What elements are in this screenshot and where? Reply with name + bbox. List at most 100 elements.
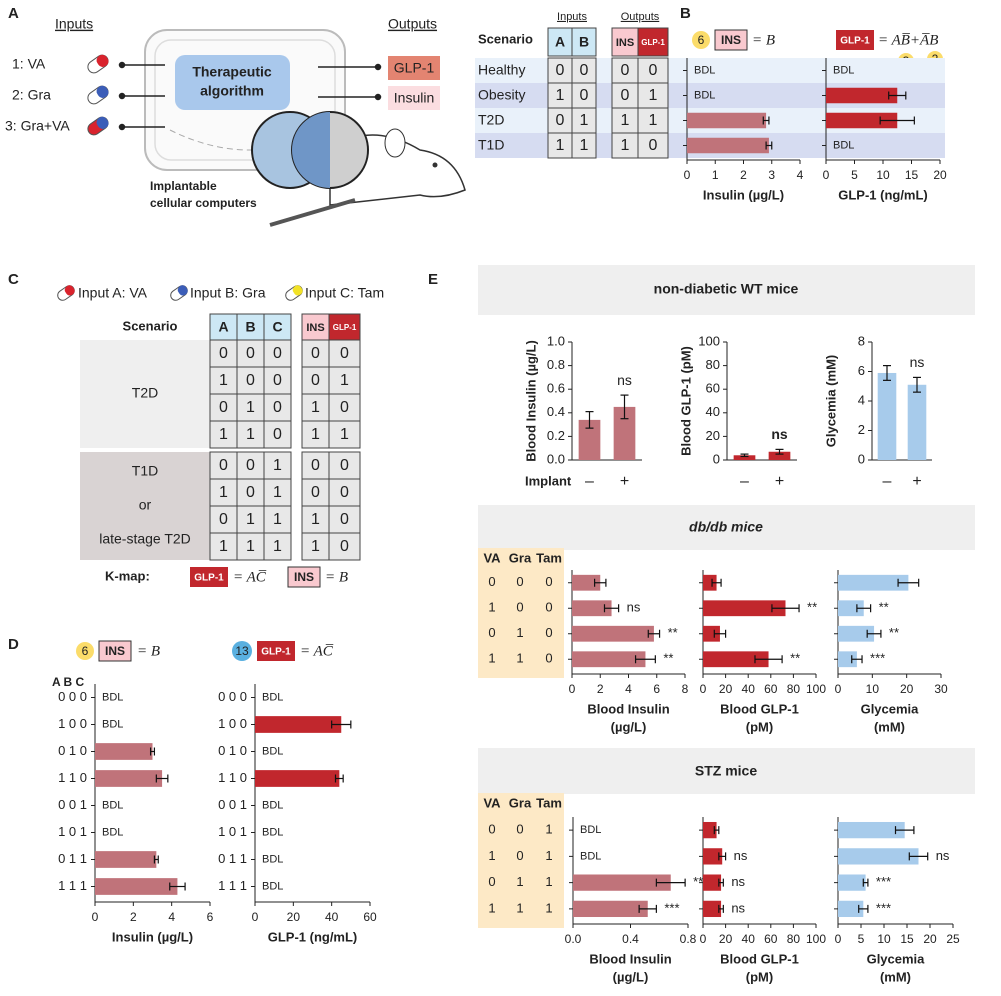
x-tick-label: 20	[933, 168, 947, 182]
table-cell	[263, 339, 292, 368]
table-value: 1	[246, 511, 255, 528]
table-value: 0	[273, 345, 282, 362]
table-value: 1	[516, 651, 523, 666]
significance: **	[889, 625, 899, 640]
glp-label: GLP-1	[261, 647, 291, 658]
x-tick-label: 40	[742, 932, 756, 946]
y-tick-label: 60	[706, 381, 720, 396]
mouse-ear	[384, 128, 406, 158]
table-value: 0	[649, 62, 658, 79]
panel-label: C	[8, 271, 19, 288]
table-value: 0	[488, 874, 495, 889]
group-label: T2D	[132, 385, 158, 401]
implant-label: cellular computers	[150, 196, 257, 210]
significance: **	[668, 625, 678, 640]
formula: = AB̅+A̅B	[878, 32, 938, 48]
x-axis-label: Glycemia	[867, 951, 926, 966]
table-value: 1	[580, 112, 589, 129]
ins-box	[714, 29, 748, 51]
y-tick-label: 0 0 0	[58, 689, 87, 704]
table-value: 1	[488, 651, 495, 666]
table-cell	[637, 27, 669, 57]
table-value: 1	[311, 399, 320, 416]
ins-label: INS	[105, 644, 125, 658]
y-tick-label: 1 0 1	[58, 824, 87, 839]
significance: ns	[936, 848, 950, 863]
value-label: BDL	[833, 139, 854, 151]
table-value: 0	[621, 62, 630, 79]
bar	[703, 600, 786, 617]
y-tick-label: 0.8	[547, 357, 565, 372]
glp-box	[836, 30, 874, 50]
table-value: 1	[219, 372, 228, 389]
significance: **	[807, 600, 817, 615]
x-tick-label: 10	[866, 682, 880, 696]
value-label: BDL	[262, 853, 283, 865]
badge-number: 13	[235, 644, 249, 658]
x-tick-label: –	[740, 473, 749, 490]
table-cell	[263, 420, 292, 449]
table-band	[478, 548, 564, 678]
table-value: 1	[556, 87, 565, 104]
table-value: 0	[488, 625, 495, 640]
table-value: 1	[273, 511, 282, 528]
table-cell	[611, 132, 639, 159]
table-value: 0	[311, 345, 320, 362]
table-cell	[571, 107, 597, 134]
section-header	[478, 265, 975, 315]
value-label: BDL	[262, 745, 283, 757]
table-value: 0	[649, 137, 658, 154]
bar	[95, 851, 157, 868]
x-tick-label: 0	[835, 932, 842, 946]
x-tick-label: 5	[851, 168, 858, 182]
y-tick-label: 1 0 1	[218, 824, 247, 839]
y-tick-label: 100	[698, 333, 720, 348]
x-tick-label: 2	[740, 168, 747, 182]
significance: **	[663, 651, 673, 666]
table-value: 0	[545, 651, 552, 666]
bar	[687, 112, 767, 129]
mouse-eye	[432, 162, 438, 168]
x-tick-label: 80	[787, 682, 801, 696]
bar	[703, 874, 722, 891]
y-tick-label: 1 1 1	[58, 878, 87, 893]
ins-box	[287, 566, 321, 588]
y-tick-label: 20	[706, 428, 720, 443]
significance: ns	[731, 874, 745, 889]
x-tick-label: 40	[325, 910, 339, 924]
x-tick-label: 20	[719, 682, 733, 696]
diagram: Therapeutic algorithm Inputs Outputs 1: …	[5, 16, 466, 227]
value-label: BDL	[580, 824, 601, 836]
y-tick-label: 0 1 1	[58, 851, 87, 866]
input-label: 2: Gra	[12, 87, 51, 103]
bar	[703, 651, 769, 668]
col-header: INS	[306, 322, 324, 334]
x-tick-label: 0	[700, 932, 707, 946]
y-axis-label: Blood GLP-1 (pM)	[678, 346, 693, 456]
table-value: 1	[488, 848, 495, 863]
table-value: 1	[545, 848, 552, 863]
x-tick-label: 3	[768, 168, 775, 182]
x-tick-label: 4	[797, 168, 804, 182]
significance: ***	[876, 874, 891, 889]
table-value: 0	[580, 87, 589, 104]
y-tick-label: 0 1 0	[58, 743, 87, 758]
bar	[733, 455, 756, 460]
table-value: 0	[219, 511, 228, 528]
col-header: GLP-1	[641, 38, 665, 47]
x-tick-label: 1	[712, 168, 719, 182]
value-label: BDL	[833, 64, 854, 76]
table-value: 0	[545, 574, 552, 589]
bar	[838, 874, 866, 891]
glp-box	[190, 567, 228, 587]
table-value: 1	[340, 372, 349, 389]
table-value: 0	[556, 112, 565, 129]
x-tick-label: 20	[900, 682, 914, 696]
bar	[255, 770, 340, 787]
section-title: non-diabetic WT mice	[654, 281, 799, 297]
table-value: 0	[621, 87, 630, 104]
table-cell	[236, 451, 265, 480]
table-value: 0	[516, 600, 523, 615]
value-label: BDL	[694, 64, 715, 76]
